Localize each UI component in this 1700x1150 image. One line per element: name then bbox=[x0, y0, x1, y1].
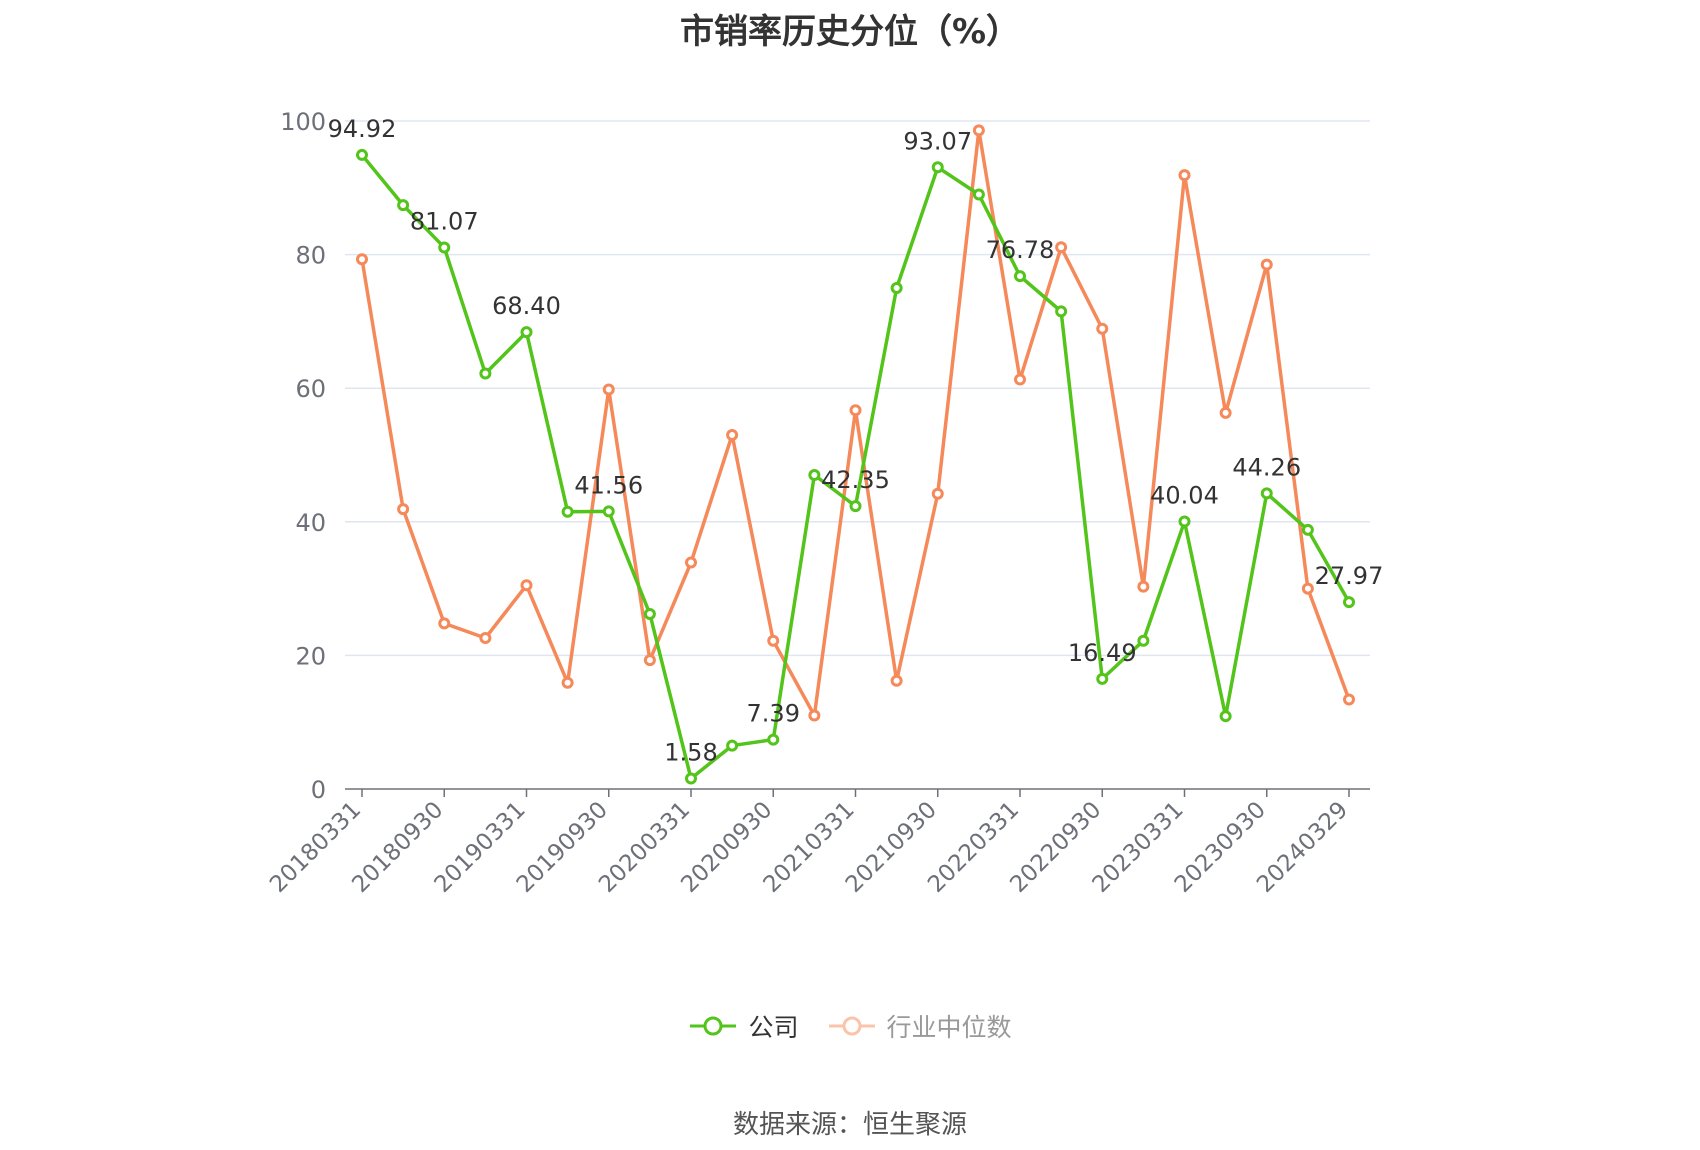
y-tick-label: 100 bbox=[280, 108, 326, 136]
series-company-point bbox=[1343, 596, 1355, 609]
series-industry-point bbox=[356, 253, 368, 266]
series-company-point bbox=[890, 282, 903, 294]
legend: 公司 行业中位数 bbox=[0, 1008, 1700, 1044]
series-industry-point bbox=[397, 503, 410, 516]
series-industry-point bbox=[972, 124, 985, 137]
data-label: 44.26 bbox=[1232, 453, 1301, 481]
series-industry-point bbox=[849, 404, 862, 417]
series-company-point bbox=[1055, 305, 1068, 318]
series-layer bbox=[356, 124, 1355, 785]
axis-layer: 0204060801002018033120180930201903312019… bbox=[265, 108, 1370, 898]
legend-company-marker-icon bbox=[690, 1016, 737, 1036]
series-company-point bbox=[397, 199, 410, 212]
series-industry-point bbox=[643, 654, 656, 667]
data-label: 94.92 bbox=[328, 115, 397, 143]
data-label: 41.56 bbox=[574, 471, 643, 499]
chart-title: 市销率历史分位（%） bbox=[679, 12, 1021, 52]
series-company-point bbox=[767, 733, 780, 746]
series-company-point bbox=[356, 148, 368, 161]
series-company-point bbox=[1014, 270, 1026, 283]
data-label: 7.39 bbox=[747, 700, 800, 728]
series-company-point bbox=[972, 188, 985, 201]
y-tick-label: 40 bbox=[295, 509, 326, 537]
series-industry-point bbox=[561, 676, 574, 689]
series-industry-point bbox=[931, 487, 944, 500]
data-label: 1.58 bbox=[664, 738, 717, 766]
series-company-point bbox=[849, 500, 862, 513]
legend-industry-label: 行业中位数 bbox=[886, 1013, 1012, 1042]
series-industry-line bbox=[360, 128, 1351, 718]
series-industry-point bbox=[1055, 241, 1068, 254]
series-company-point bbox=[726, 739, 739, 752]
series-company-point bbox=[1096, 672, 1109, 685]
series-industry-point bbox=[1137, 580, 1150, 593]
grid-layer bbox=[345, 120, 1370, 657]
series-company-point bbox=[643, 607, 656, 620]
series-company-point bbox=[931, 161, 944, 174]
data-label: 81.07 bbox=[410, 207, 479, 235]
series-company-point bbox=[479, 367, 492, 380]
y-tick-label: 0 bbox=[311, 776, 326, 804]
data-label: 68.40 bbox=[492, 292, 561, 320]
series-industry-point bbox=[767, 634, 780, 647]
series-industry-point bbox=[1343, 693, 1355, 706]
series-company-point bbox=[808, 469, 821, 482]
data-label-layer: 94.92 81.07 68.40 41.56 1.58 7.39 42.35 93.07 76… bbox=[328, 115, 1384, 767]
data-label: 42.35 bbox=[821, 466, 890, 494]
series-company-point bbox=[520, 326, 533, 339]
legend-company-label: 公司 bbox=[748, 1013, 799, 1042]
series-industry-point bbox=[1096, 322, 1109, 335]
series-company-point bbox=[1260, 487, 1273, 500]
legend-item-company[interactable]: 公司 bbox=[688, 1008, 799, 1044]
data-label: 27.97 bbox=[1315, 562, 1384, 590]
series-company-point bbox=[561, 505, 574, 518]
series-industry-point bbox=[520, 579, 533, 592]
series-company-point bbox=[1178, 515, 1191, 528]
series-industry-point bbox=[1178, 169, 1191, 182]
series-industry-point bbox=[438, 617, 451, 630]
series-industry-point bbox=[1014, 373, 1026, 386]
legend-item-industry[interactable]: 行业中位数 bbox=[827, 1008, 1012, 1044]
series-industry-point bbox=[602, 383, 615, 396]
y-tick-label: 80 bbox=[295, 242, 326, 270]
legend-industry-marker-icon bbox=[828, 1016, 875, 1036]
series-company-point bbox=[685, 772, 697, 785]
series-industry-point bbox=[685, 556, 697, 569]
series-company-point bbox=[602, 505, 615, 518]
data-label: 40.04 bbox=[1150, 482, 1219, 510]
series-industry-point bbox=[1219, 406, 1232, 419]
series-industry-point bbox=[1301, 582, 1314, 595]
series-industry-point bbox=[726, 428, 739, 441]
series-company-point bbox=[1301, 523, 1314, 536]
data-label: 93.07 bbox=[903, 127, 972, 155]
series-industry-point bbox=[890, 674, 903, 687]
y-tick-label: 60 bbox=[295, 375, 326, 403]
y-tick-label: 20 bbox=[295, 642, 326, 670]
data-label: 16.49 bbox=[1068, 639, 1137, 667]
series-industry-point bbox=[479, 632, 492, 645]
series-company-point bbox=[1137, 634, 1150, 647]
series-company-point bbox=[438, 241, 451, 254]
data-label: 76.78 bbox=[986, 236, 1055, 264]
series-industry-point bbox=[1260, 258, 1273, 271]
series-industry-point bbox=[808, 709, 821, 722]
data-source-note: 数据来源：恒生聚源 bbox=[732, 1110, 967, 1140]
series-company-point bbox=[1219, 710, 1232, 723]
